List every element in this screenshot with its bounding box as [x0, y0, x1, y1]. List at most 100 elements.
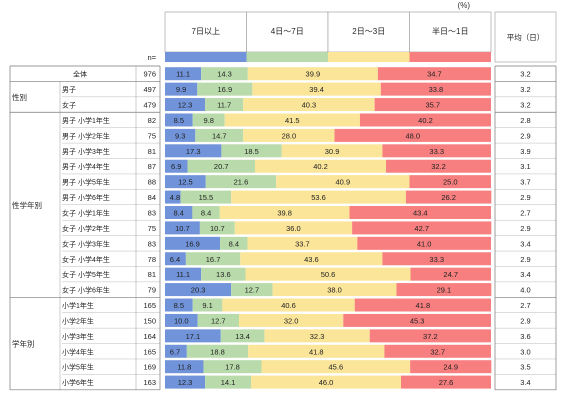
data-label: 33.3 — [429, 147, 444, 156]
data-label: 29.1 — [437, 286, 452, 295]
data-label: 20.7 — [214, 162, 229, 171]
row-label: 全体 — [73, 70, 87, 79]
data-label: 8.5 — [174, 116, 184, 125]
bar-segment — [165, 144, 222, 158]
data-label: 27.6 — [439, 378, 454, 387]
bar-segment — [405, 190, 492, 204]
n-value: 165 — [143, 301, 156, 310]
bar-segment — [203, 360, 262, 374]
data-label: 50.6 — [321, 270, 336, 279]
n-value: 79 — [148, 286, 156, 295]
data-label: 21.6 — [234, 178, 249, 187]
n-value: 84 — [148, 193, 156, 202]
average-value: 2.9 — [520, 316, 530, 325]
data-label: 33.3 — [429, 255, 444, 264]
average-value: 3.6 — [520, 332, 530, 341]
data-label: 6.4 — [170, 255, 180, 264]
average-value: 3.2 — [520, 101, 530, 110]
data-label: 17.8 — [225, 363, 240, 372]
bar-segment — [396, 283, 492, 297]
data-label: 35.7 — [426, 101, 441, 110]
data-label: 39.4 — [309, 85, 324, 94]
data-label: 48.0 — [405, 131, 420, 140]
data-label: 12.7 — [245, 286, 260, 295]
bar-segment — [165, 128, 196, 142]
bar-segment — [352, 221, 492, 235]
average-value: 2.8 — [520, 116, 530, 125]
legend-label: 4日～7日 — [271, 27, 304, 36]
n-value: 150 — [143, 316, 156, 325]
data-label: 24.9 — [443, 363, 458, 372]
n-value: 164 — [143, 332, 156, 341]
n-value: 87 — [148, 162, 156, 171]
data-label: 46.0 — [319, 378, 334, 387]
unit-label: (%) — [458, 1, 471, 10]
bar-segment — [221, 144, 282, 158]
data-label: 39.8 — [277, 208, 292, 217]
data-label: 16.7 — [206, 255, 221, 264]
n-value: 88 — [148, 178, 156, 187]
row-label: 女子 — [62, 101, 76, 110]
n-value: 497 — [143, 85, 156, 94]
data-label: 45.6 — [329, 363, 344, 372]
row-label: 小学2年生 — [62, 316, 94, 325]
bar-segment — [231, 190, 406, 204]
group-label: 性別 — [12, 92, 27, 102]
data-label: 32.2 — [431, 162, 446, 171]
bar-segment — [165, 205, 193, 219]
row-label: 女子 小学5年生 — [62, 270, 110, 279]
data-label: 12.3 — [178, 378, 193, 387]
average-value: 2.7 — [520, 208, 530, 217]
data-label: 38.0 — [327, 286, 342, 295]
data-label: 8.4 — [201, 208, 211, 217]
row-label: 小学1年生 — [62, 301, 94, 310]
average-value: 2.9 — [520, 224, 530, 233]
data-label: 8.5 — [174, 301, 184, 310]
data-label: 34.7 — [427, 70, 442, 79]
bar-segment — [186, 344, 249, 358]
bar-segment — [165, 236, 221, 250]
data-label: 32.7 — [430, 347, 445, 356]
bar-segment — [165, 190, 181, 204]
bar-segment — [165, 329, 221, 343]
average-header: 平均（日） — [507, 32, 545, 42]
data-label: 12.5 — [178, 178, 193, 187]
data-label: 41.5 — [285, 116, 300, 125]
data-label: 14.7 — [212, 131, 227, 140]
row-label: 男子 小学3年生 — [62, 147, 110, 156]
data-label: 13.4 — [235, 332, 250, 341]
data-label: 15.5 — [199, 193, 214, 202]
data-label: 40.6 — [281, 301, 296, 310]
bar-segment — [239, 313, 344, 327]
n-value: 165 — [143, 347, 156, 356]
average-value: 3.9 — [520, 147, 530, 156]
bar-segment — [384, 344, 491, 358]
data-label: 41.8 — [309, 347, 324, 356]
data-label: 33.7 — [295, 239, 310, 248]
bar-segment — [248, 344, 385, 358]
row-label: 小学6年生 — [62, 378, 94, 387]
data-label: 26.2 — [441, 193, 456, 202]
bar-segment — [359, 113, 491, 127]
row-label: 男子 小学6年生 — [62, 193, 110, 202]
data-label: 33.8 — [429, 85, 444, 94]
row-label: 小学5年生 — [62, 363, 94, 372]
bar-segment — [247, 236, 358, 250]
bar-segment — [165, 298, 193, 312]
data-label: 30.9 — [325, 147, 340, 156]
bar-segment — [205, 175, 277, 189]
bar-segment — [165, 159, 188, 173]
legend-cell — [327, 11, 410, 53]
n-value: 976 — [143, 70, 156, 79]
bar-segment — [197, 82, 253, 96]
bar-segment — [243, 128, 335, 142]
bar-segment — [401, 375, 491, 389]
bar-segment — [382, 252, 491, 266]
bar-segment — [165, 113, 193, 127]
bar-segment — [231, 283, 273, 297]
data-label: 53.6 — [311, 193, 326, 202]
data-label: 45.3 — [410, 316, 425, 325]
data-label: 42.7 — [414, 224, 429, 233]
bar-segment — [201, 267, 246, 281]
data-label: 32.3 — [310, 332, 325, 341]
